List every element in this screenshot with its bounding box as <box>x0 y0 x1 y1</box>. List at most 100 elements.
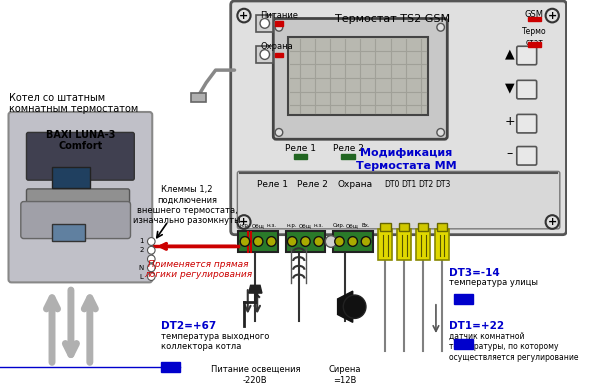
FancyBboxPatch shape <box>26 189 130 232</box>
Text: Реле 1: Реле 1 <box>285 144 316 153</box>
Circle shape <box>437 128 445 136</box>
Text: н.з.: н.з. <box>266 223 277 228</box>
Bar <box>527 17 541 21</box>
Bar <box>397 229 412 260</box>
Bar <box>437 223 447 231</box>
FancyBboxPatch shape <box>517 115 536 133</box>
FancyBboxPatch shape <box>26 132 134 180</box>
Text: Сир.: Сир. <box>333 223 346 228</box>
Text: Общ: Общ <box>346 223 359 228</box>
Circle shape <box>240 236 250 247</box>
Text: DT1=+22: DT1=+22 <box>449 321 504 331</box>
FancyBboxPatch shape <box>517 80 536 99</box>
Bar <box>418 223 428 231</box>
FancyBboxPatch shape <box>517 147 536 165</box>
Text: Питание освещения
-220В: Питание освещения -220В <box>211 365 300 385</box>
Bar <box>286 231 325 252</box>
Text: Питание: Питание <box>260 11 298 20</box>
FancyBboxPatch shape <box>8 112 152 283</box>
Text: температура улицы: температура улицы <box>449 279 538 288</box>
Text: GSM: GSM <box>525 10 544 19</box>
Circle shape <box>238 215 251 229</box>
Text: ▼: ▼ <box>505 81 515 94</box>
Circle shape <box>148 264 155 272</box>
Bar <box>52 224 85 241</box>
Circle shape <box>266 236 276 247</box>
Bar <box>454 294 473 304</box>
Text: Реле 2: Реле 2 <box>296 180 328 189</box>
Text: ▲: ▲ <box>505 47 515 60</box>
Circle shape <box>437 23 445 31</box>
Text: Термо
стат: Термо стат <box>522 27 547 47</box>
Circle shape <box>287 236 297 247</box>
Text: DT3: DT3 <box>435 180 450 189</box>
Circle shape <box>275 23 283 31</box>
Circle shape <box>148 273 155 281</box>
Text: DT0: DT0 <box>385 180 400 189</box>
Text: Охрана: Охрана <box>260 42 293 51</box>
Text: датчик комнатной
температуры, по которому
осуществляется регулирование: датчик комнатной температуры, по котором… <box>449 332 578 362</box>
Text: 1: 1 <box>139 238 144 245</box>
Bar <box>256 46 273 63</box>
Bar <box>52 166 90 188</box>
Text: Модификация
Термостата ММ: Модификация Термостата ММ <box>356 148 457 171</box>
Text: Реле 2: Реле 2 <box>332 144 364 153</box>
Text: температура выходного
коллектора котла: температура выходного коллектора котла <box>161 332 269 351</box>
Text: н.р.: н.р. <box>239 223 250 228</box>
Bar <box>378 229 392 260</box>
Circle shape <box>260 50 269 59</box>
Text: DT2: DT2 <box>418 180 433 189</box>
Bar <box>289 37 428 115</box>
Bar <box>191 92 206 102</box>
Text: Клеммы 1,2
подключения
внешнего термостата,
изначально разомкнуты: Клеммы 1,2 подключения внешнего термоста… <box>133 185 241 225</box>
Bar <box>161 362 179 372</box>
Circle shape <box>545 9 559 22</box>
Text: Применяется прямая
логики регулирования: Применяется прямая логики регулирования <box>145 260 253 279</box>
Polygon shape <box>338 291 353 322</box>
Text: +: + <box>239 10 248 21</box>
Circle shape <box>260 19 269 28</box>
Text: Сирена
=12В: Сирена =12В <box>329 365 361 385</box>
Text: Общ: Общ <box>299 223 312 228</box>
Circle shape <box>301 236 310 247</box>
Circle shape <box>545 215 559 229</box>
FancyBboxPatch shape <box>273 19 447 139</box>
FancyBboxPatch shape <box>21 202 130 238</box>
Text: Охрана: Охрана <box>337 180 372 189</box>
Bar <box>454 339 473 349</box>
Bar <box>275 21 283 26</box>
Text: L: L <box>140 274 144 279</box>
Bar <box>380 223 391 231</box>
Text: 2: 2 <box>139 247 144 253</box>
Text: N: N <box>139 265 144 271</box>
Circle shape <box>348 236 358 247</box>
Text: Общ: Общ <box>251 223 265 228</box>
Circle shape <box>361 236 371 247</box>
Text: BAXI LUNA-3
Comfort: BAXI LUNA-3 Comfort <box>46 130 115 151</box>
Bar <box>341 154 355 159</box>
Text: +: + <box>548 217 557 227</box>
FancyBboxPatch shape <box>517 46 536 65</box>
Circle shape <box>325 236 337 247</box>
Bar <box>435 229 449 260</box>
Bar <box>275 53 283 57</box>
Bar <box>238 231 278 252</box>
Polygon shape <box>248 285 262 293</box>
Circle shape <box>314 236 323 247</box>
Bar <box>333 231 373 252</box>
FancyBboxPatch shape <box>231 1 566 235</box>
FancyBboxPatch shape <box>238 171 560 229</box>
Text: DT3=-14: DT3=-14 <box>449 268 500 278</box>
Text: н.р.: н.р. <box>287 223 298 228</box>
Bar <box>399 223 409 231</box>
Circle shape <box>148 255 155 263</box>
Circle shape <box>335 236 344 247</box>
Text: DT1: DT1 <box>401 180 416 189</box>
Circle shape <box>148 238 155 245</box>
Text: Термостат TS2 GSM: Термостат TS2 GSM <box>335 14 450 24</box>
Text: Котел со штатным
комнатным термостатом: Котел со штатным комнатным термостатом <box>10 92 139 114</box>
Circle shape <box>343 295 366 319</box>
Circle shape <box>275 128 283 136</box>
Text: DT2=+67: DT2=+67 <box>161 321 216 331</box>
Text: +: + <box>505 115 515 128</box>
